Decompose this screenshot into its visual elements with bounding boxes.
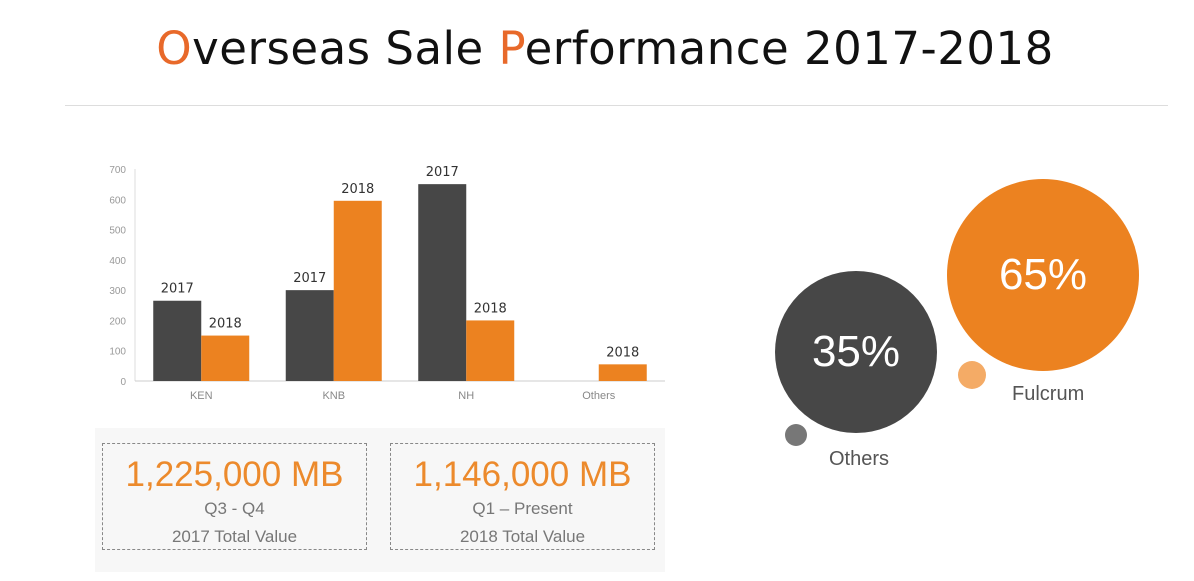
bubble-fulcrum: 65%	[947, 179, 1139, 371]
title-accent-p: P	[498, 22, 525, 75]
bubble-others: 35%	[775, 271, 937, 433]
bar-2018-KEN	[201, 335, 250, 381]
data-label: 2018	[209, 317, 242, 332]
title-divider	[65, 105, 1168, 106]
data-label: 2018	[606, 345, 639, 360]
stat-box-2017: 1,225,000 MB Q3 - Q4 2017 Total Value	[102, 443, 367, 550]
stat-value: 1,225,000 MB	[125, 455, 344, 494]
legend-dot-others	[785, 424, 807, 446]
legend-label-fulcrum: Fulcrum	[1012, 383, 1085, 405]
data-label: 2017	[161, 282, 194, 297]
bar-2018-Others	[598, 364, 647, 381]
y-tick-label: 300	[109, 286, 126, 297]
x-tick-label: Others	[582, 390, 616, 402]
y-tick-label: 0	[120, 377, 126, 388]
bubble-percent: 35%	[811, 327, 901, 376]
legend-dot-fulcrum	[958, 361, 986, 389]
bar-2018-NH	[466, 320, 515, 381]
data-label: 2017	[293, 271, 326, 286]
stat-label: 2018 Total Value	[459, 527, 586, 546]
bar-2018-KNB	[333, 200, 382, 381]
bar-chart: 0 100 200 300 400 500 600 700 KEN 2017 2018 KNB 2017…	[109, 165, 665, 402]
x-tick-label: KEN	[190, 390, 213, 402]
x-tick-label: KNB	[322, 390, 345, 402]
x-tick-label: NH	[458, 390, 474, 402]
stat-period: Q3 - Q4	[204, 499, 265, 518]
stats-panel	[95, 428, 665, 572]
stat-value: 1,146,000 MB	[413, 455, 632, 494]
bar-2017-KEN	[153, 300, 202, 381]
bar-2017-NH	[418, 184, 467, 381]
y-tick-label: 700	[109, 165, 126, 176]
title-accent-o: O	[156, 22, 193, 75]
y-tick-label: 500	[109, 226, 126, 237]
data-label: 2017	[426, 165, 459, 180]
data-label: 2018	[474, 301, 507, 316]
y-tick-label: 400	[109, 256, 126, 267]
page-title: Overseas Sale Performance 2017-2018	[0, 22, 1194, 75]
y-tick-label: 100	[109, 347, 126, 358]
y-tick-label: 600	[109, 195, 126, 206]
title-part2: erformance 2017-2018	[524, 22, 1054, 75]
legend-label-others: Others	[829, 448, 890, 470]
stat-box-2018: 1,146,000 MB Q1 – Present 2018 Total Val…	[390, 443, 655, 550]
title-part1: verseas Sale	[192, 22, 499, 75]
bar-2017-KNB	[285, 290, 334, 381]
y-tick-label: 200	[109, 316, 126, 327]
bubble-percent: 65%	[998, 250, 1088, 299]
stat-label: 2017 Total Value	[171, 527, 298, 546]
data-label: 2018	[341, 182, 374, 197]
stat-period: Q1 – Present	[472, 499, 573, 518]
